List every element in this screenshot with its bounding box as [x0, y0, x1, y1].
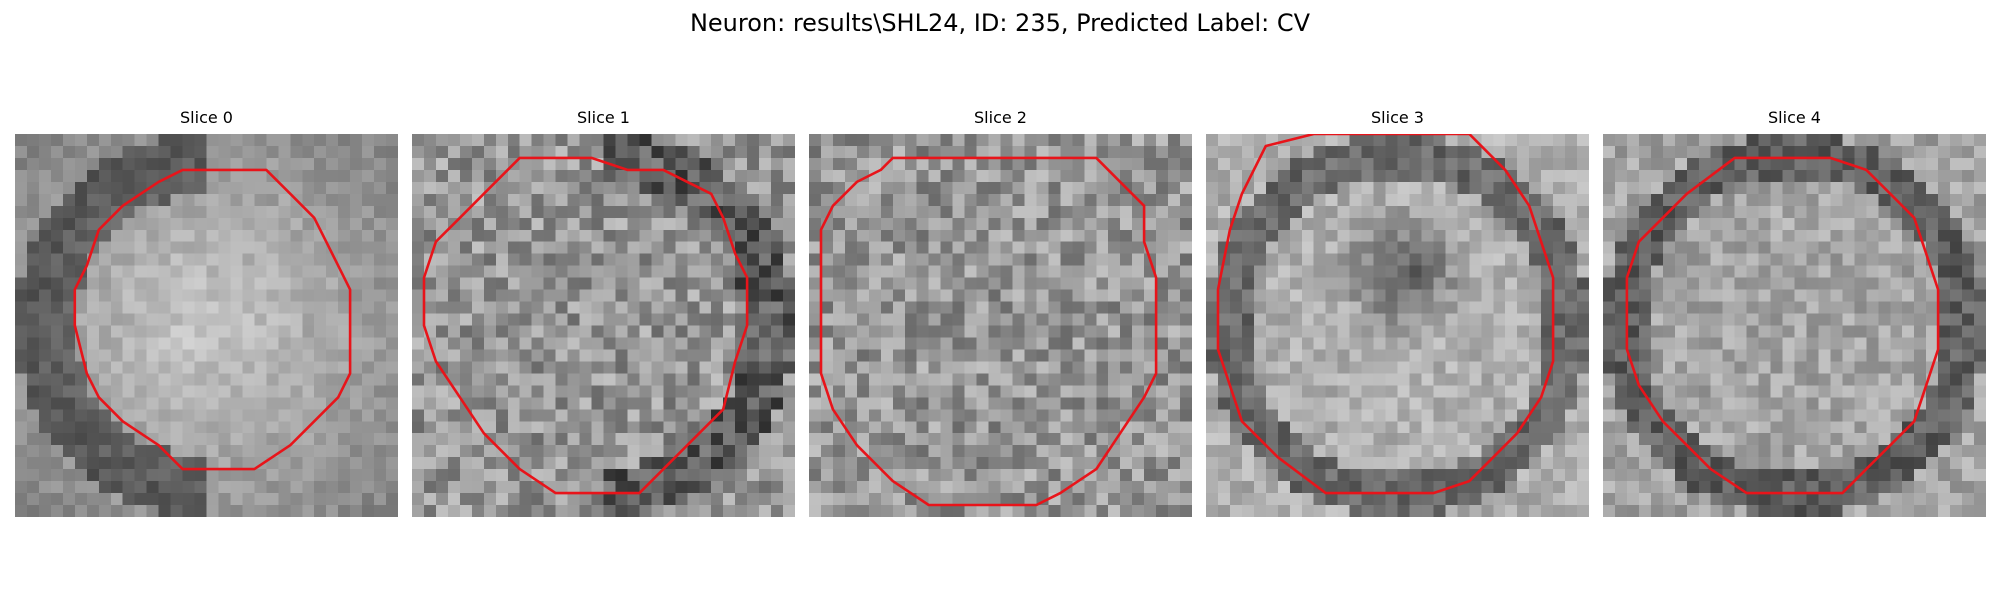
slice-heatmap	[1603, 134, 1986, 517]
pixel-grid	[809, 134, 1192, 517]
pixel-grid	[1603, 134, 1986, 517]
slice-title: Slice 0	[180, 108, 233, 127]
pixel-grid	[412, 134, 795, 517]
slice-image	[412, 134, 795, 517]
slice-title: Slice 3	[1371, 108, 1424, 127]
slice-image	[1603, 134, 1986, 517]
cell-contour	[819, 156, 1158, 507]
slice-heatmap	[412, 134, 795, 517]
slice-heatmap	[1206, 134, 1589, 517]
figure-title: Neuron: results\SHL24, ID: 235, Predicte…	[689, 9, 1311, 37]
slice-title: Slice 4	[1768, 108, 1821, 127]
cell-contour	[1216, 134, 1555, 495]
slice-title: Slice 2	[974, 108, 1027, 127]
slice-image	[1206, 134, 1589, 517]
cell-contour	[73, 168, 352, 471]
pixel-grid	[15, 134, 398, 517]
cell-contour	[1625, 156, 1940, 495]
pixel-grid	[1206, 134, 1589, 517]
slice-heatmap	[15, 134, 398, 517]
slice-title: Slice 1	[577, 108, 630, 127]
slice-heatmap	[809, 134, 1192, 517]
cell-contour	[422, 156, 749, 495]
slice-image	[15, 134, 398, 517]
slice-image	[809, 134, 1192, 517]
